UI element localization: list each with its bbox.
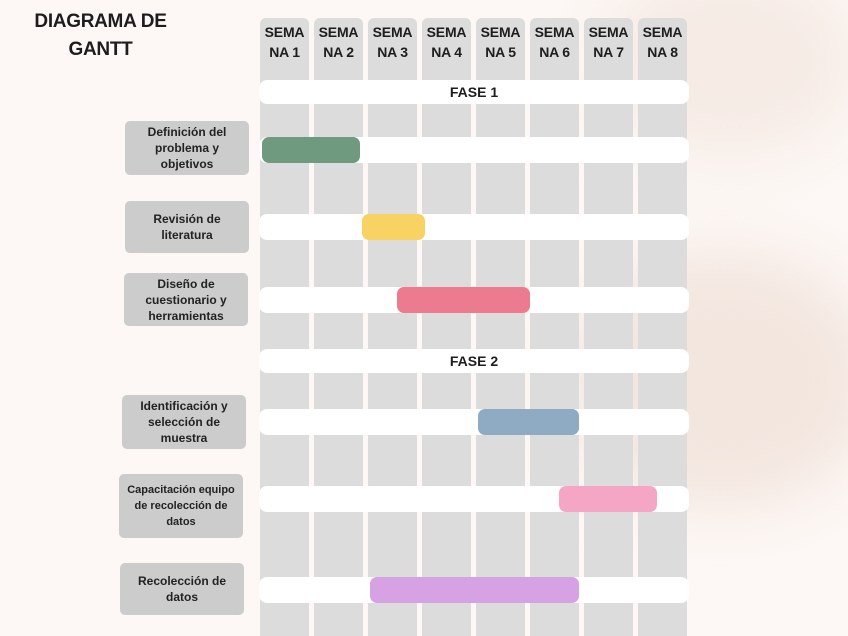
week-column: SEMA NA 2 xyxy=(314,18,363,636)
task-label: Capacitación equipo de recolección de da… xyxy=(119,474,243,538)
week-column: SEMA NA 5 xyxy=(476,18,525,636)
week-header: SEMA NA 5 xyxy=(480,24,521,60)
week-column: SEMA NA 3 xyxy=(368,18,417,636)
week-column: SEMA NA 7 xyxy=(584,18,633,636)
task-bar xyxy=(370,577,579,603)
task-label: Recolección de datos xyxy=(120,563,244,615)
week-column: SEMA NA 6 xyxy=(530,18,579,636)
task-bar xyxy=(478,409,579,435)
week-column: SEMA NA 1 xyxy=(260,18,309,636)
task-row-band xyxy=(259,409,689,435)
week-header: SEMA NA 6 xyxy=(534,24,575,60)
task-bar xyxy=(361,214,425,240)
week-header: SEMA NA 7 xyxy=(588,24,629,60)
task-label: Diseño de cuestionario y herramientas xyxy=(124,273,248,326)
week-header: SEMA NA 8 xyxy=(642,24,683,60)
task-bar xyxy=(397,287,530,313)
diagram-title: DIAGRAMA DE GANTT xyxy=(34,11,167,60)
task-bar xyxy=(559,486,657,512)
task-label: Definición del problema y objetivos xyxy=(125,121,249,175)
phase-label: FASE 1 xyxy=(449,84,499,100)
task-label: Identificación y selección de muestra xyxy=(122,395,246,449)
phase-label: FASE 2 xyxy=(449,353,499,369)
week-header: SEMA NA 1 xyxy=(264,24,305,60)
week-header: SEMA NA 4 xyxy=(426,24,467,60)
week-header: SEMA NA 2 xyxy=(318,24,359,60)
task-bar xyxy=(262,137,360,163)
task-label: Revisión de literatura xyxy=(125,201,249,253)
phase-band xyxy=(259,80,689,104)
week-column: SEMA NA 8 xyxy=(638,18,687,636)
phase-band xyxy=(259,349,689,373)
week-header: SEMA NA 3 xyxy=(372,24,413,60)
week-column: SEMA NA 4 xyxy=(422,18,471,636)
task-row-band xyxy=(259,214,689,240)
